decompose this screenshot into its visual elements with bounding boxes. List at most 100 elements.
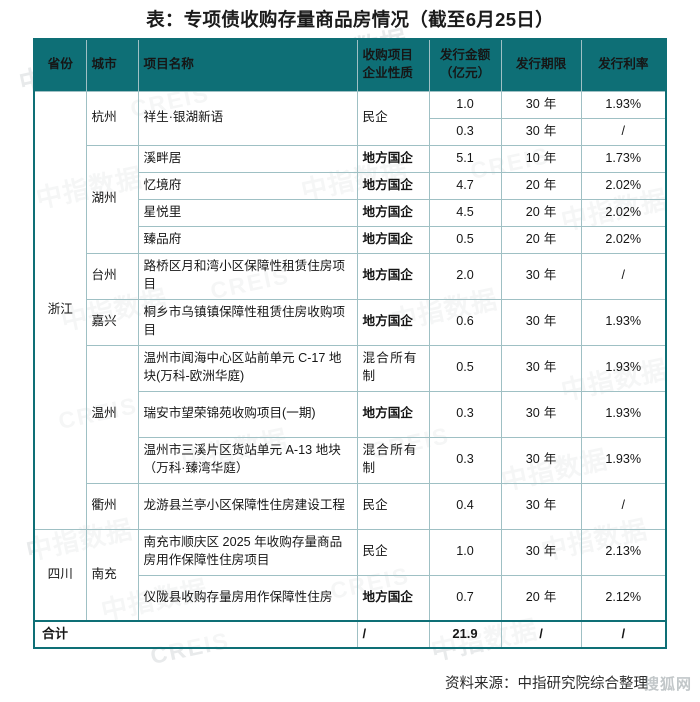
cell-term: 30 年 — [500, 390, 582, 438]
cell-rate: / — [580, 117, 667, 146]
col-header-enterprise-type-line1: 收购项目 — [362, 48, 413, 63]
term-unit: 年 — [543, 360, 557, 375]
cell-amount: 2.0 — [428, 252, 502, 300]
cell-project: 路桥区月和湾小区保障性租赁住房项目 — [137, 252, 358, 300]
table-header: 省份 城市 项目名称 收购项目 企业性质 发行金额 （亿元） 发行期限 发行利率 — [34, 38, 666, 92]
cell-term: 10 年 — [500, 144, 582, 173]
table-row: 臻品府 地方国企 0.5 20 年 2.02% — [34, 225, 667, 254]
cell-enterprise-type: 民企 — [356, 482, 430, 530]
cell-project: 臻品府 — [137, 225, 358, 254]
cell-rate: / — [580, 482, 667, 530]
cell-project: 温州市三溪片区货站单元 A-13 地块（万科·臻湾华庭） — [137, 436, 358, 484]
term-unit: 年 — [543, 314, 557, 329]
cell-amount: 0.6 — [428, 298, 502, 346]
term-number: 30 — [525, 123, 540, 138]
term-unit: 年 — [543, 204, 557, 219]
cell-term: 20 年 — [500, 171, 582, 200]
cell-enterprise-type: 地方国企 — [356, 298, 430, 346]
term-unit: 年 — [543, 406, 557, 421]
table-row: 嘉兴 桐乡市乌镇镇保障性租赁住房收购项目 地方国企 0.6 30 年 1.93% — [34, 298, 667, 346]
col-header-enterprise-type-line2: 企业性质 — [362, 66, 413, 81]
total-amount: 21.9 — [428, 620, 502, 649]
term-number: 30 — [525, 360, 540, 375]
cell-project: 南充市顺庆区 2025 年收购存量商品房用作保障性住房项目 — [137, 528, 358, 576]
term-number: 30 — [525, 96, 540, 111]
table-row: 仪陇县收购存量房用作保障性住房 地方国企 0.7 20 年 2.12% — [34, 574, 667, 622]
cell-rate: 1.93% — [580, 298, 667, 346]
term-number: 30 — [525, 544, 540, 559]
cell-rate: 1.93% — [580, 436, 667, 484]
table-row: 星悦里 地方国企 4.5 20 年 2.02% — [34, 198, 667, 227]
cell-amount: 0.3 — [428, 390, 502, 438]
table-row: 四川 南充 南充市顺庆区 2025 年收购存量商品房用作保障性住房项目 民企 1.0 30… — [33, 528, 667, 622]
site-watermark: 搜狐网 — [643, 676, 692, 693]
cell-enterprise-type: 地方国企 — [356, 390, 430, 438]
term-number: 30 — [525, 268, 540, 283]
col-header-city: 城市 — [85, 38, 139, 92]
term-number: 20 — [525, 204, 540, 219]
col-header-amount-line2: （亿元） — [439, 66, 491, 81]
table-row: 温州 温州市闻海中心区站前单元 C-17 地块(万科-欧洲华庭) 混合所有制 0.5 3… — [34, 344, 667, 484]
term-number: 30 — [525, 314, 540, 329]
cell-rate: 1.73% — [580, 144, 667, 173]
term-unit: 年 — [543, 544, 557, 559]
cell-rate: 2.02% — [580, 198, 667, 227]
total-term: / — [500, 620, 582, 649]
col-header-project: 项目名称 — [137, 38, 358, 92]
table-row: 湖州 溪畔居 地方国企 5.1 10 年 1.73% — [34, 144, 667, 254]
cell-enterprise-type: 地方国企 — [356, 144, 430, 173]
cell-term: 30 年 — [500, 298, 582, 346]
cell-amount: 1.0 — [428, 528, 502, 576]
cell-project: 瑞安市望荣锦苑收购项目(一期) — [137, 390, 358, 438]
cell-term: 30 年 — [500, 252, 582, 300]
col-header-term: 发行期限 — [500, 38, 582, 92]
cell-project: 龙游县兰亭小区保障性住房建设工程 — [137, 482, 358, 530]
cell-term: 30 年 — [500, 117, 582, 146]
term-number: 30 — [525, 452, 540, 467]
cell-rate: 2.12% — [580, 574, 667, 622]
term-unit: 年 — [543, 589, 557, 604]
cell-term: 30 年 — [500, 344, 582, 392]
table-row: 忆境府 地方国企 4.7 20 年 2.02% — [34, 171, 667, 200]
term-unit: 年 — [543, 231, 557, 246]
cell-term: 30 年 — [500, 90, 582, 119]
cell-project: 桐乡市乌镇镇保障性租赁住房收购项目 — [137, 298, 358, 346]
cell-province: 浙江 — [33, 90, 87, 530]
cell-enterprise-type: 地方国企 — [356, 574, 430, 622]
cell-city: 嘉兴 — [85, 298, 139, 346]
term-unit: 年 — [543, 123, 557, 138]
col-header-province: 省份 — [34, 38, 87, 92]
col-header-enterprise-type: 收购项目 企业性质 — [356, 38, 430, 92]
cell-enterprise-type: 地方国企 — [356, 252, 430, 300]
cell-term: 30 年 — [500, 436, 582, 484]
cell-rate: / — [580, 252, 667, 300]
cell-city: 温州 — [85, 344, 139, 484]
cell-amount: 0.4 — [428, 482, 502, 530]
col-header-amount-line1: 发行金额 — [439, 48, 491, 63]
cell-enterprise-type: 民企 — [356, 528, 430, 576]
total-row: 合计/21.9// — [33, 620, 667, 649]
cell-term: 30 年 — [500, 528, 582, 576]
term-number: 30 — [525, 406, 540, 421]
cell-project: 温州市闻海中心区站前单元 C-17 地块(万科-欧洲华庭) — [137, 344, 358, 392]
term-unit: 年 — [543, 268, 557, 283]
cell-rate: 2.02% — [580, 171, 667, 200]
data-table: 省份 城市 项目名称 收购项目 企业性质 发行金额 （亿元） 发行期限 发行利率… — [33, 38, 667, 649]
term-unit: 年 — [543, 498, 557, 513]
cell-enterprise-type: 民企 — [356, 90, 430, 146]
term-unit: 年 — [543, 96, 557, 111]
cell-term: 30 年 — [500, 482, 582, 530]
cell-project: 仪陇县收购存量房用作保障性住房 — [137, 574, 358, 622]
cell-project: 星悦里 — [137, 198, 358, 227]
cell-amount: 0.5 — [428, 225, 502, 254]
cell-project: 忆境府 — [137, 171, 358, 200]
term-number: 30 — [525, 498, 540, 513]
header-row: 省份 城市 项目名称 收购项目 企业性质 发行金额 （亿元） 发行期限 发行利率 — [34, 38, 666, 92]
table-row: 台州 路桥区月和湾小区保障性租赁住房项目 地方国企 2.0 30 年 / — [34, 252, 667, 300]
cell-amount: 0.7 — [428, 574, 502, 622]
table-row: 衢州 龙游县兰亭小区保障性住房建设工程 民企 0.4 30 年 / — [34, 482, 667, 530]
cell-term: 20 年 — [500, 225, 582, 254]
cell-city: 衢州 — [85, 482, 139, 530]
table-container: 省份 城市 项目名称 收购项目 企业性质 发行金额 （亿元） 发行期限 发行利率… — [33, 38, 667, 649]
